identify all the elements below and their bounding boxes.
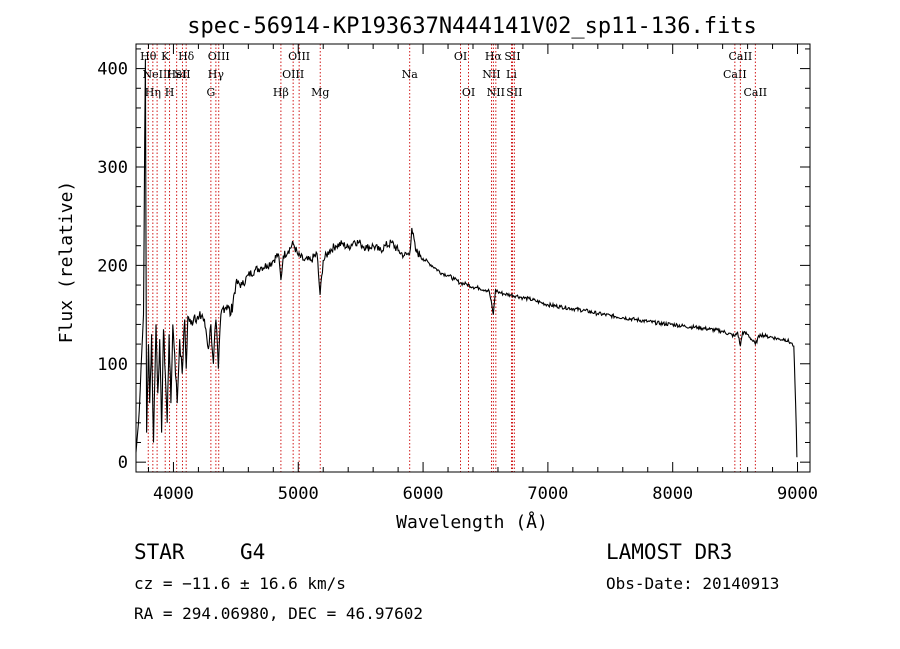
y-tick-label: 200 [97,256,128,276]
line-marker-label: NeIII [143,68,172,81]
line-marker-label: OI [462,86,475,99]
line-marker-label: K [161,50,170,63]
line-marker-label: Hη [145,86,161,99]
y-tick-label: 300 [97,158,128,178]
line-marker-label: CaII [723,68,747,81]
line-marker-label: Na [402,68,419,81]
object-subclass: G4 [240,540,266,564]
chart-title: spec-56914-KP193637N444141V02_sp11-136.f… [187,14,757,39]
line-marker-label: SII [506,86,522,99]
line-marker-label: Li [506,68,517,81]
y-tick-label: 400 [97,60,128,80]
line-marker-label: OI [454,50,467,63]
x-tick-label: 7000 [527,484,568,504]
line-marker-label: Hδ [178,50,195,63]
plot-frame [135,43,811,473]
line-marker-label: Hα [485,50,503,63]
redshift-velocity: cz = −11.6 ± 16.6 km/s [134,574,346,593]
y-tick-label: 100 [97,355,128,375]
sky-coordinates: RA = 294.06980, DEC = 46.97602 [134,604,423,623]
y-tick-label: 0 [118,453,128,473]
line-marker-label: CaII [743,86,767,99]
x-tick-label: 9000 [777,484,818,504]
spectrum-series [135,58,798,458]
line-marker-label: OIII [288,50,310,63]
x-tick-label: 4000 [153,484,194,504]
y-axis-label: Flux (relative) [56,181,77,344]
axes: 4000 5000 6000 7000 8000 9000 0 100 200 300 400 [97,44,818,504]
line-marker-label: OIII [208,50,230,63]
line-marker-label: Hγ [208,68,225,81]
line-marker-label: Hθ [140,50,157,63]
survey-name: LAMOST DR3 [606,540,733,564]
line-marker-label: H [165,86,175,99]
line-marker-label: G [206,86,215,99]
line-marker-label: Mg [311,86,329,99]
emission-line-markers: HθHηNeIIIKHHeISIIHδGHγOIIIHβOIIIOIIIMgNa… [140,44,767,472]
x-tick-label: 5000 [278,484,319,504]
line-marker-label: Hβ [273,86,289,99]
line-marker-label: SII [174,68,190,81]
line-marker-label: NII [482,68,500,81]
x-tick-label: 6000 [403,484,444,504]
x-tick-label: 8000 [652,484,693,504]
x-axis-label: Wavelength (Å) [396,511,548,533]
line-marker-label: SII [504,50,520,63]
line-marker-label: OIII [282,68,304,81]
observation-date: Obs-Date: 20140913 [606,574,780,593]
object-class: STAR [134,540,185,564]
line-marker-label: HeI [166,68,186,81]
line-marker-label: NII [487,86,505,99]
line-marker-label: CaII [729,50,753,63]
spectrum-line [135,58,798,458]
